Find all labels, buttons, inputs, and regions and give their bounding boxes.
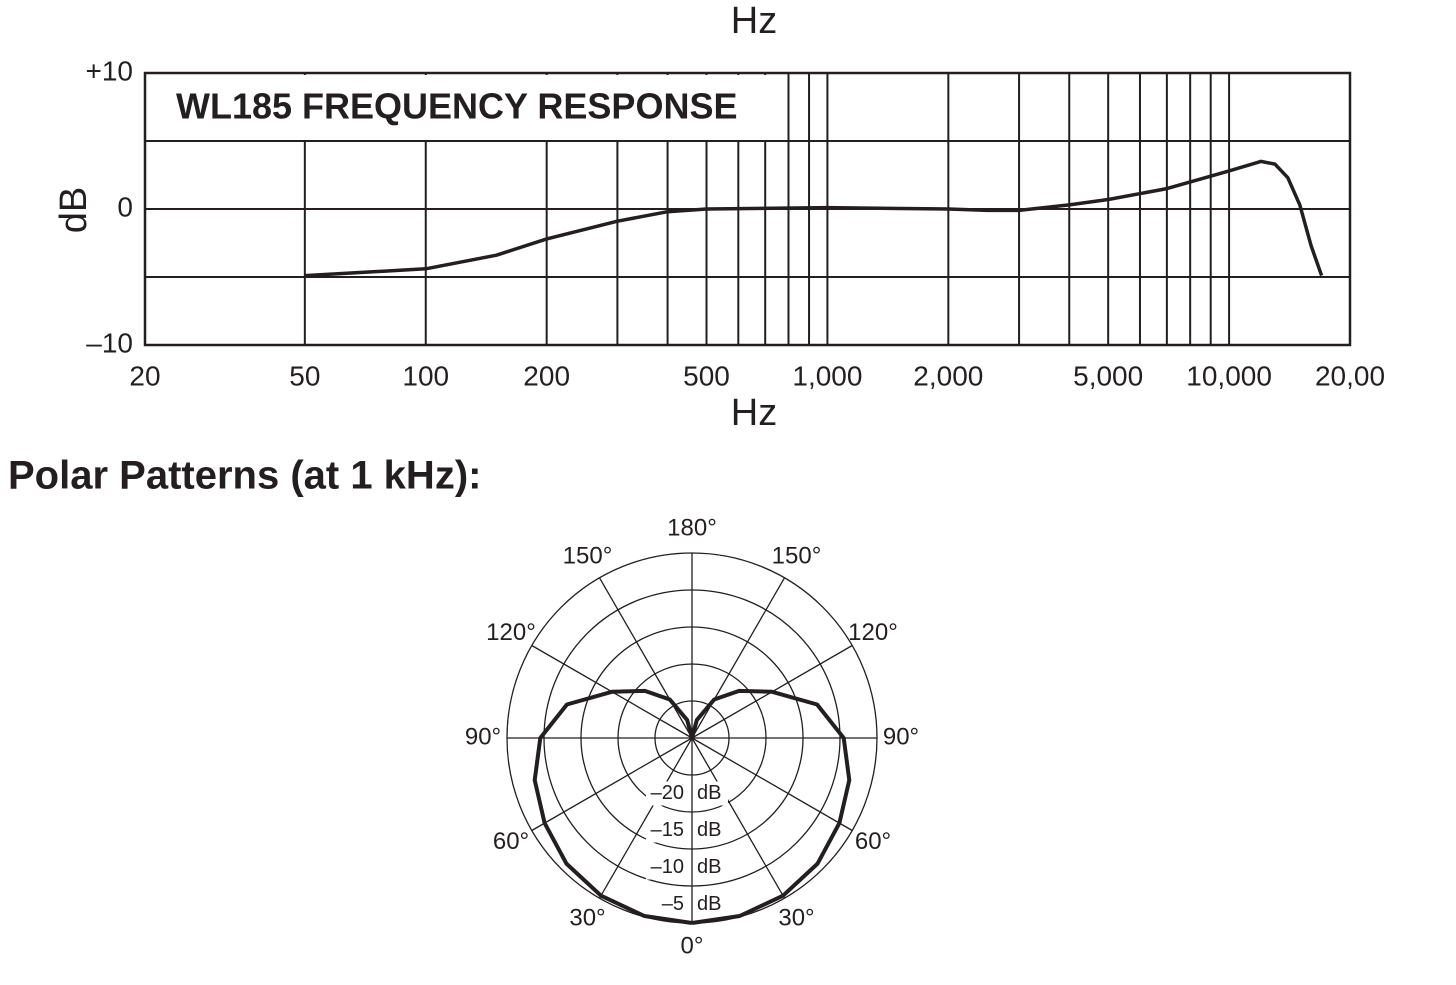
angle-label: 30° — [569, 904, 605, 931]
label-bg — [646, 892, 690, 917]
y-axis-label: dB — [53, 187, 95, 233]
r-unit-label: dB — [697, 819, 721, 841]
label-bg — [646, 818, 690, 843]
x-tick-label: 20,00 — [1315, 360, 1385, 391]
x-tick-label: 50 — [289, 360, 320, 391]
label-bg — [694, 818, 728, 843]
x-tick-label: 20 — [129, 360, 160, 391]
r-tick-label: –15 — [651, 819, 684, 841]
x-tick-label: 100 — [402, 360, 449, 391]
angle-label: 180° — [667, 514, 717, 541]
angle-label: 150° — [563, 542, 613, 569]
r-tick-label: –5 — [662, 893, 684, 915]
label-bg — [694, 892, 728, 917]
angle-label: 90° — [883, 723, 919, 750]
r-unit-label: dB — [697, 856, 721, 878]
angle-label: 150° — [772, 542, 822, 569]
x-tick-label: 1,000 — [792, 360, 862, 391]
angle-label: 30° — [778, 904, 814, 931]
polar-pattern — [532, 688, 694, 925]
angle-label: 120° — [848, 619, 898, 646]
angle-label: 0° — [681, 932, 704, 959]
chart-title: WL185 FREQUENCY RESPONSE — [176, 86, 737, 127]
x-axis-label: Hz — [731, 0, 777, 42]
spoke — [598, 577, 693, 739]
spoke — [691, 577, 786, 739]
y-tick-label: –10 — [86, 327, 133, 358]
label-bg — [694, 855, 728, 880]
angle-label: 90° — [465, 723, 501, 750]
response-curve — [304, 159, 1324, 278]
r-tick-label: –10 — [651, 856, 684, 878]
x-tick-label: 200 — [523, 360, 570, 391]
label-bg — [646, 855, 690, 880]
plot-frame — [143, 71, 1352, 347]
angle-label: 60° — [493, 828, 529, 855]
x-tick-label: 5,000 — [1073, 360, 1143, 391]
y-tick-label: 0 — [117, 191, 133, 222]
r-tick-label: –20 — [651, 782, 684, 804]
section-title: Polar Patterns (at 1 kHz): — [8, 454, 481, 498]
r-unit-label: dB — [697, 782, 721, 804]
polar-pattern — [690, 688, 852, 925]
spoke — [691, 737, 853, 832]
angle-label: 60° — [855, 828, 891, 855]
angle-label: 120° — [486, 619, 536, 646]
x-tick-label: 10,000 — [1186, 360, 1272, 391]
x-tick-label: 2,000 — [913, 360, 983, 391]
x-axis-label: Hz — [731, 392, 777, 434]
label-bg — [646, 781, 690, 806]
title-box — [147, 75, 785, 140]
spoke — [598, 737, 693, 899]
r-unit-label: dB — [697, 893, 721, 915]
x-tick-label: 500 — [683, 360, 730, 391]
spoke — [531, 737, 693, 832]
label-bg — [694, 781, 728, 806]
spoke — [691, 737, 786, 899]
y-tick-label: +10 — [86, 55, 134, 86]
